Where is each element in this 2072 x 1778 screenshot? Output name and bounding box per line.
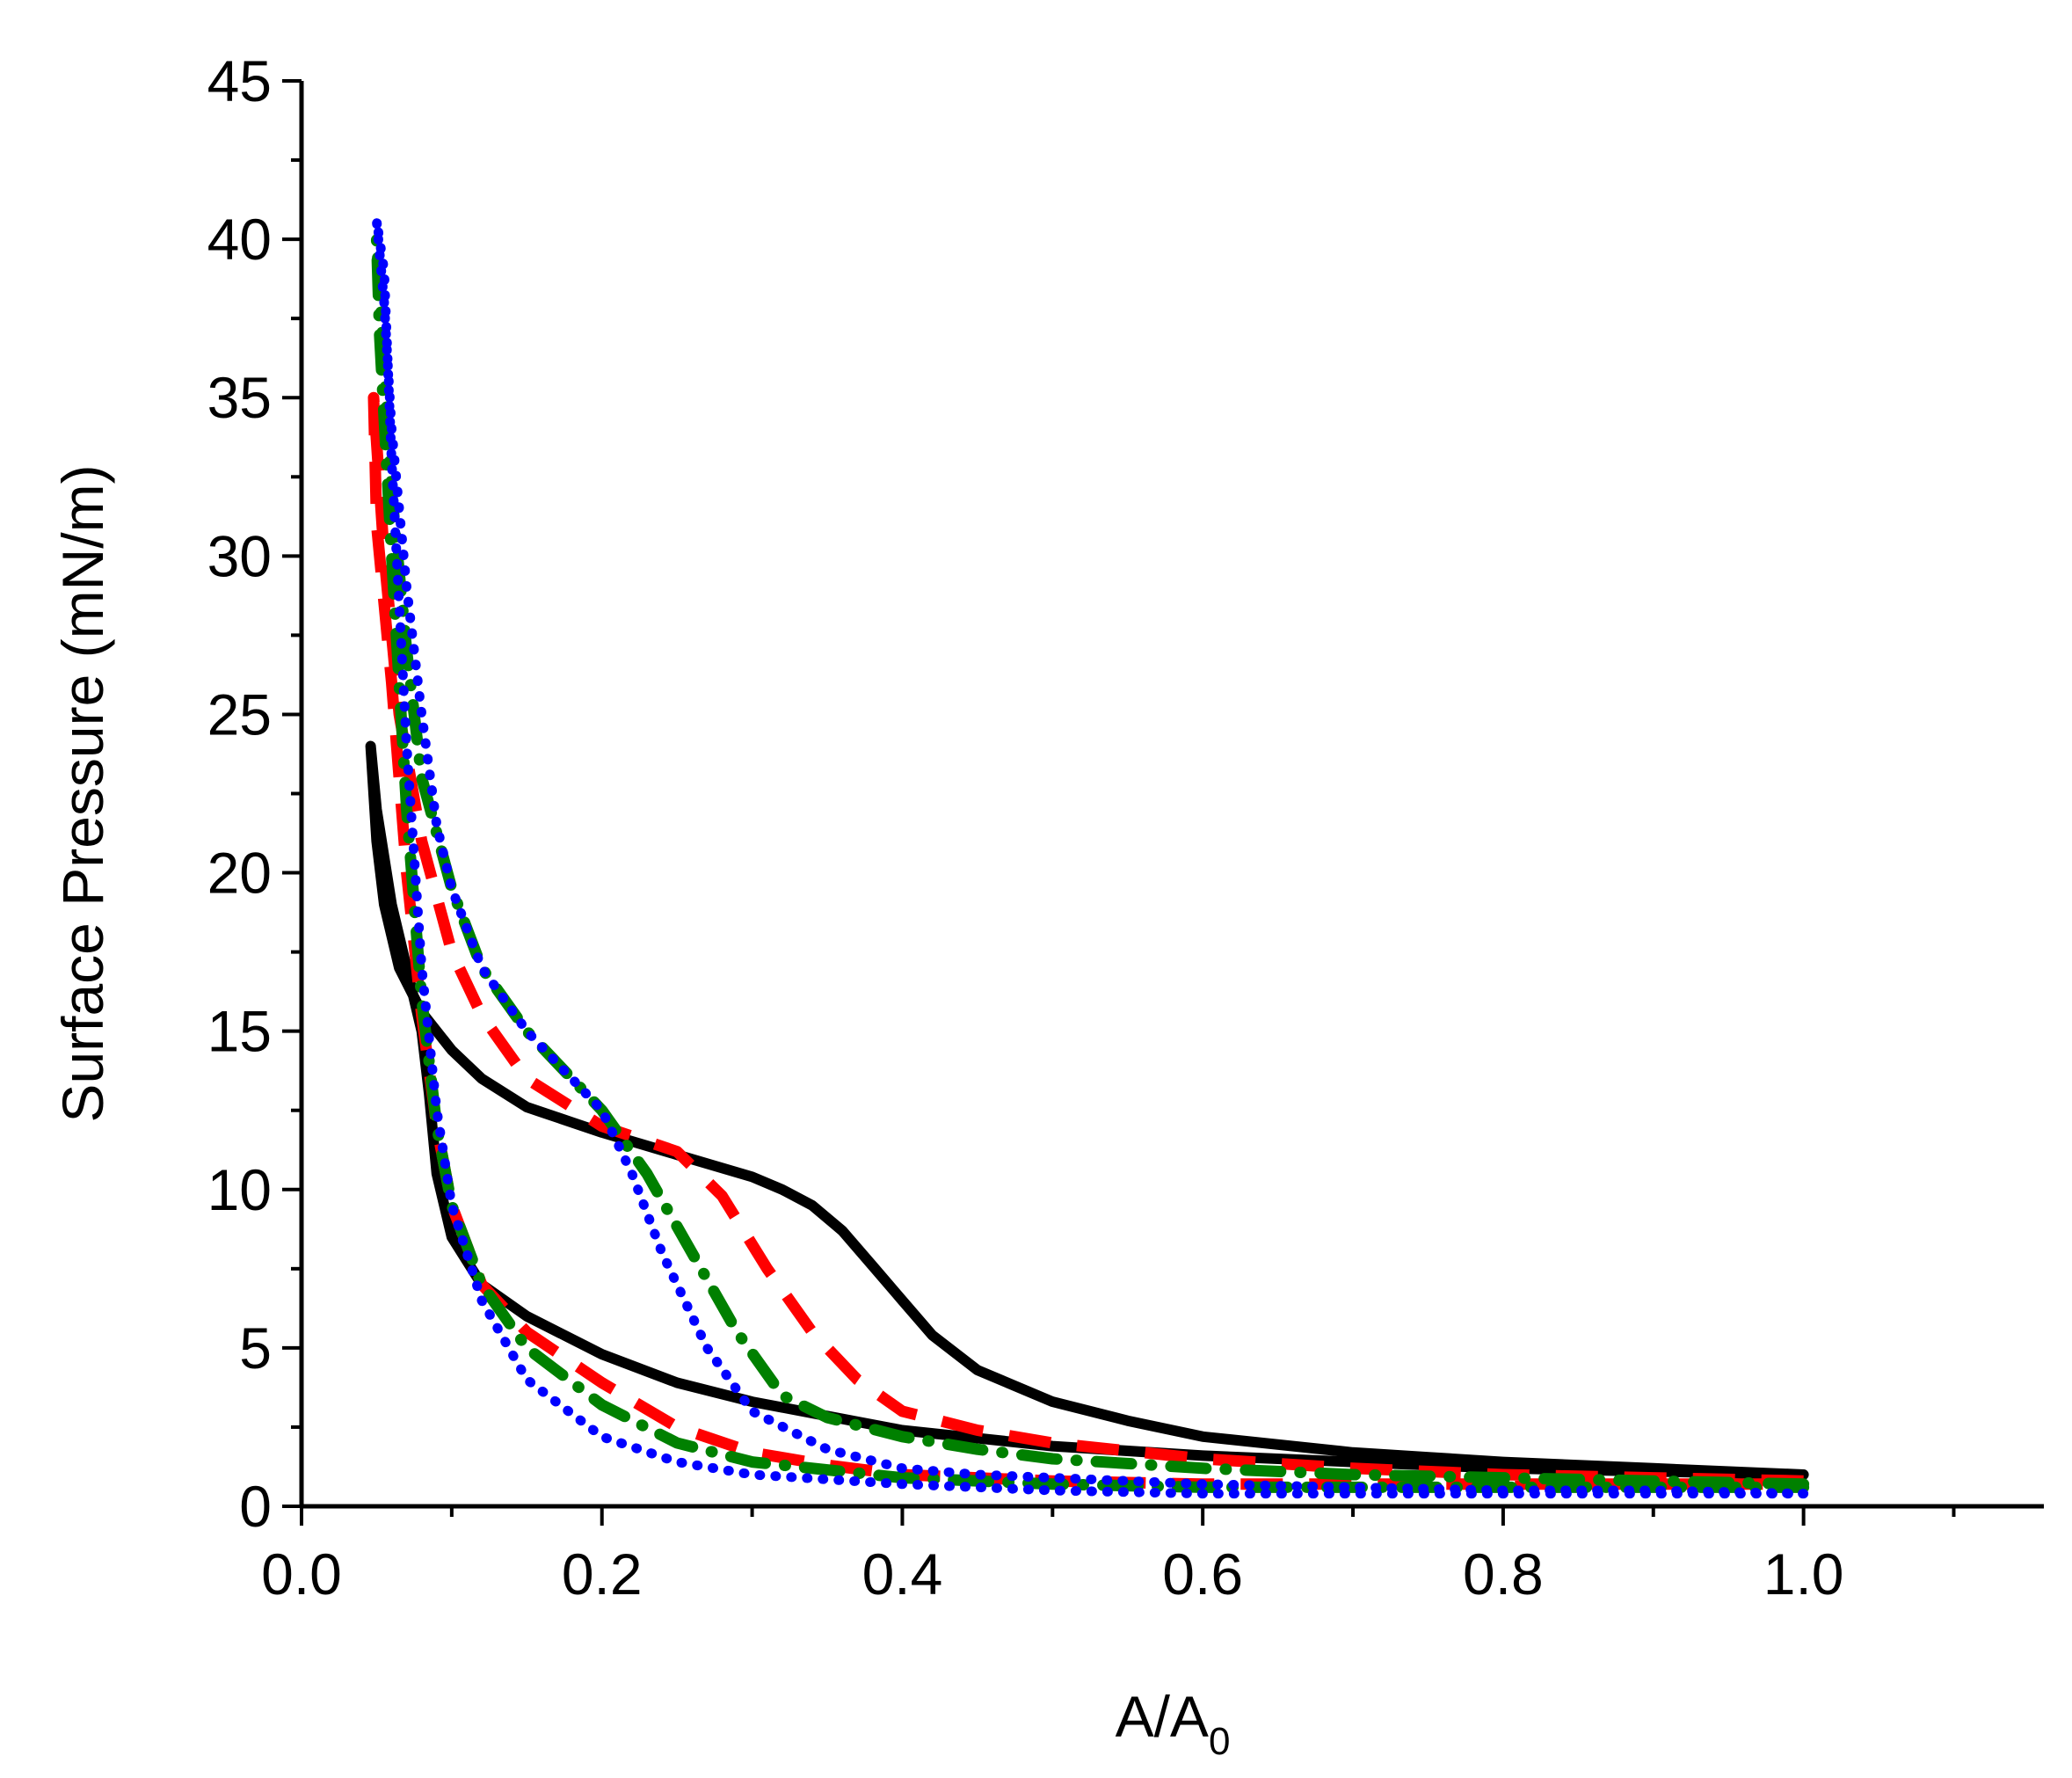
x-tick-label: 0.8 xyxy=(1463,1541,1544,1607)
x-axis-title: A/A0 xyxy=(1116,1684,1231,1763)
y-tick-label: 15 xyxy=(207,999,272,1064)
x-tick-label: 0.4 xyxy=(862,1541,943,1607)
y-tick-label: 35 xyxy=(207,365,272,430)
ticks-layer: 0 5 10 15 20 25 30 35 40 45 0.0 0.2 0.4 0.6 0.8 1.0 xyxy=(207,48,1956,1607)
series-line-2-dashed xyxy=(367,391,1804,1490)
y-tick-label: 0 xyxy=(239,1474,272,1539)
series-line-1-solid xyxy=(365,740,1809,1480)
x-tick-label: 0.0 xyxy=(261,1541,342,1607)
y-tick-label: 45 xyxy=(207,48,272,113)
x-tick-label: 0.2 xyxy=(562,1541,643,1607)
y-tick-label: 40 xyxy=(207,207,272,272)
series-line-4-dotted xyxy=(371,215,1809,1499)
y-tick-label: 25 xyxy=(207,681,272,747)
x-axis-title-subscript: 0 xyxy=(1209,1720,1230,1763)
y-tick-label: 5 xyxy=(239,1315,272,1381)
x-tick-label: 1.0 xyxy=(1763,1541,1844,1607)
series-layer xyxy=(365,215,1810,1499)
series-line-3-dash-dot xyxy=(370,233,1810,1493)
y-tick-label: 20 xyxy=(207,841,272,906)
y-tick-label: 10 xyxy=(207,1157,272,1222)
x-tick-label: 0.6 xyxy=(1162,1541,1243,1607)
x-axis-title-main: A/A xyxy=(1116,1684,1209,1749)
y-axis-title: Surface Pressure (mN/m) xyxy=(50,464,115,1122)
y-tick-label: 30 xyxy=(207,523,272,588)
